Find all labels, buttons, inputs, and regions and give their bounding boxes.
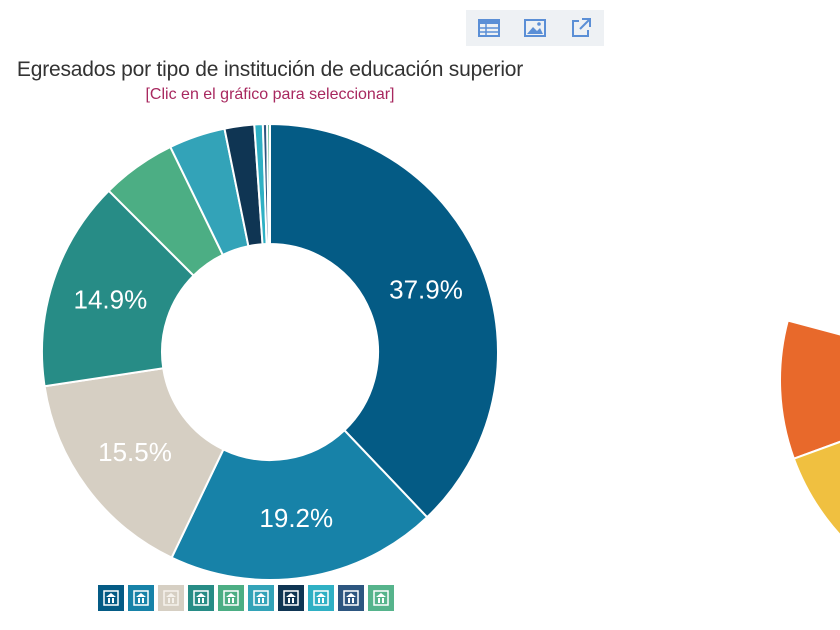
- teacher-college-icon: [193, 590, 209, 606]
- legend-item-8[interactable]: [308, 585, 334, 611]
- slice-label-4: 14.9%: [74, 285, 148, 315]
- table-icon: [478, 19, 500, 37]
- legend-item-6[interactable]: [248, 585, 274, 611]
- external-link-icon: [572, 18, 591, 37]
- legend-item-9[interactable]: [338, 585, 364, 611]
- legend-item-7[interactable]: [278, 585, 304, 611]
- legend-item-2[interactable]: [128, 585, 154, 611]
- chart-subtitle: [Clic en el gráfico para seleccionar]: [145, 86, 395, 103]
- slice-label-3: 15.5%: [98, 437, 172, 467]
- second-chart-slice-yellow[interactable]: [792, 380, 840, 610]
- donut-slice-3[interactable]: [43, 367, 225, 560]
- police-school-icon: [343, 590, 359, 606]
- technical-school-icon: [223, 590, 239, 606]
- table-view-button[interactable]: [475, 14, 503, 42]
- chart-toolbar: [466, 10, 604, 46]
- donut-slice-1[interactable]: [269, 122, 499, 519]
- legend-item-5[interactable]: [218, 585, 244, 611]
- legend-item-3[interactable]: [158, 585, 184, 611]
- academy-icon: [253, 590, 269, 606]
- image-icon: [524, 19, 546, 37]
- donut-slice-4[interactable]: [41, 189, 196, 388]
- institute-icon: [133, 590, 149, 606]
- download-image-button[interactable]: [521, 14, 549, 42]
- legend-item-1[interactable]: [98, 585, 124, 611]
- military-school-icon: [283, 590, 299, 606]
- slice-label-1: 37.9%: [389, 275, 463, 305]
- open-external-button[interactable]: [567, 14, 595, 42]
- other-institution-icon: [373, 590, 389, 606]
- donut-slice-2[interactable]: [170, 428, 429, 581]
- donut-slice-10[interactable]: [266, 122, 271, 246]
- slice-label-2: 19.2%: [259, 503, 333, 533]
- legend-item-10[interactable]: [368, 585, 394, 611]
- chart-title: Egresados por tipo de institución de edu…: [16, 58, 524, 81]
- university-icon: [103, 590, 119, 606]
- second-chart-slice-orange[interactable]: [779, 319, 840, 460]
- chart-legend: [98, 585, 394, 611]
- arts-school-icon: [313, 590, 329, 606]
- legend-item-4[interactable]: [188, 585, 214, 611]
- school-icon: [163, 590, 179, 606]
